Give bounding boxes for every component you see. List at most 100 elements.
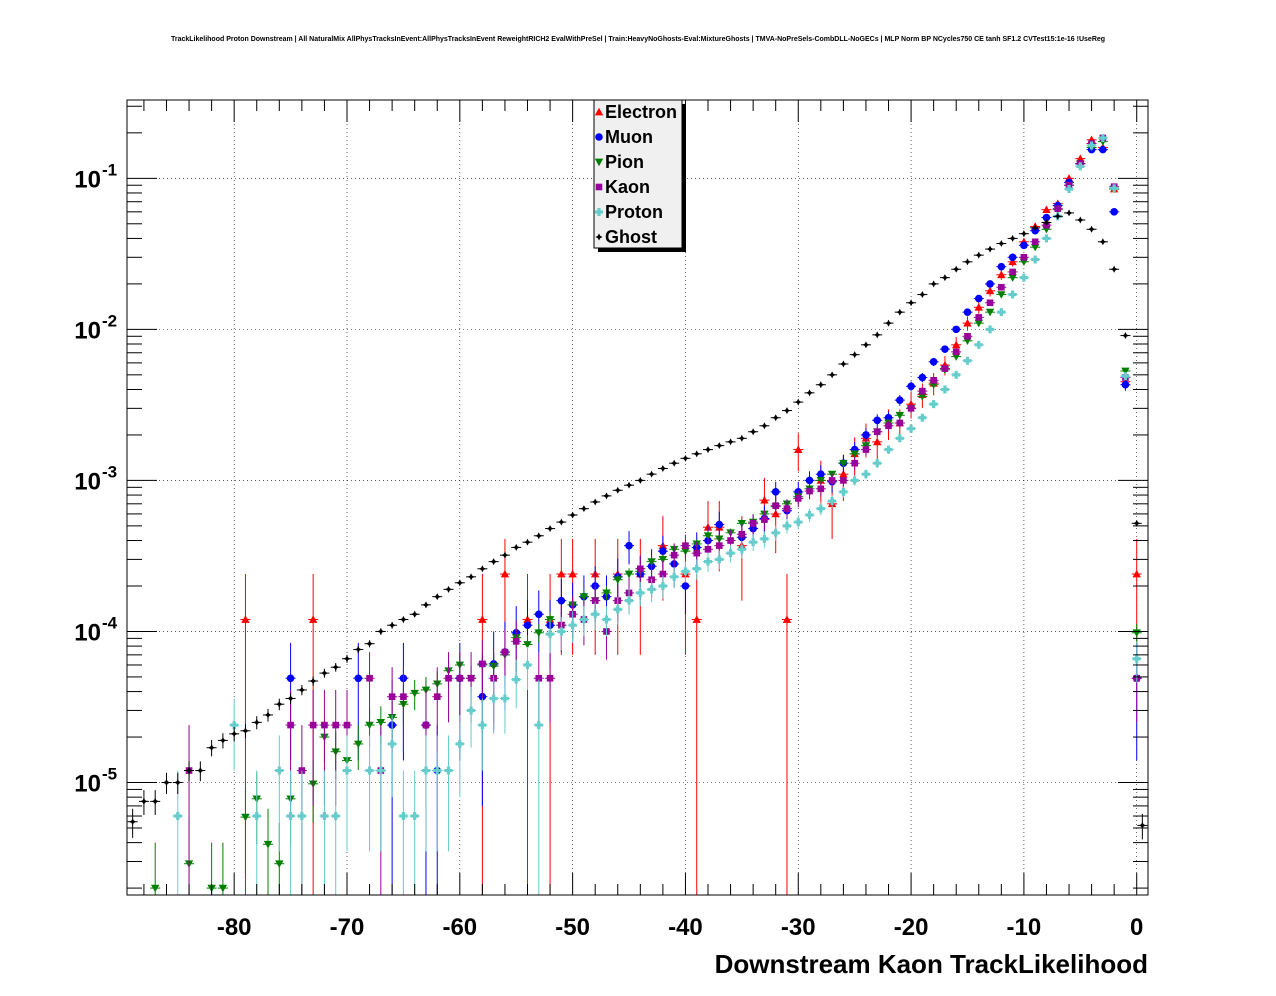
- marker-ghost: [862, 341, 870, 349]
- marker-kaon: [693, 549, 701, 557]
- marker-ghost: [681, 454, 689, 462]
- marker-kaon: [715, 542, 723, 549]
- data-point-ghost: [556, 518, 567, 526]
- data-point-proton: [319, 770, 330, 895]
- marker-proton: [1121, 372, 1130, 381]
- x-tick-label: -50: [555, 914, 590, 941]
- marker-ghost: [399, 616, 407, 624]
- data-point-proton: [387, 714, 398, 798]
- data-point-proton: [522, 646, 533, 690]
- marker-ghost: [298, 686, 306, 694]
- data-point-ghost: [1041, 218, 1052, 226]
- data-point-ghost: [353, 645, 364, 654]
- marker-ghost: [478, 565, 486, 573]
- marker-kaon: [1020, 253, 1028, 261]
- data-point-ghost: [522, 538, 533, 546]
- marker-ghost: [287, 694, 295, 702]
- marker-ghost: [456, 579, 464, 587]
- marker-ghost: [614, 486, 622, 494]
- data-point-kaon: [883, 421, 894, 431]
- data-point-ghost: [657, 464, 668, 472]
- legend-label-pion: Pion: [605, 152, 644, 172]
- marker-kaon: [862, 446, 870, 453]
- marker-pion: [658, 556, 668, 564]
- marker-ghost: [580, 505, 588, 513]
- marker-kaon: [828, 477, 836, 484]
- data-point-ghost: [680, 454, 691, 462]
- data-point-proton: [409, 770, 420, 895]
- marker-kaon: [896, 419, 904, 427]
- data-point-proton: [364, 735, 375, 852]
- marker-ghost: [952, 265, 960, 273]
- data-point-ghost: [669, 459, 680, 467]
- marker-ghost: [467, 573, 475, 581]
- marker-ghost: [196, 767, 204, 775]
- data-point-ghost: [274, 698, 285, 711]
- marker-pion: [839, 459, 848, 468]
- marker-proton: [873, 459, 882, 468]
- marker-proton: [252, 812, 261, 821]
- marker-pion: [275, 860, 284, 868]
- data-point-proton: [906, 424, 917, 433]
- data-point-proton: [545, 619, 556, 654]
- data-point-pion: [917, 393, 928, 401]
- marker-electron: [692, 615, 701, 623]
- marker-proton: [1019, 273, 1028, 282]
- marker-muon: [354, 674, 363, 683]
- marker-kaon: [287, 721, 294, 729]
- marker-muon: [952, 325, 961, 334]
- data-point-ghost: [827, 371, 838, 379]
- marker-kaon: [445, 674, 452, 682]
- data-point-proton: [1131, 641, 1142, 683]
- marker-kaon: [873, 428, 881, 436]
- data-point-pion: [533, 624, 544, 643]
- data-point-ghost: [150, 790, 161, 815]
- data-point-ghost: [714, 442, 725, 450]
- data-point-electron: [973, 301, 984, 314]
- marker-proton: [320, 812, 329, 821]
- marker-ghost: [377, 627, 385, 635]
- data-point-ghost: [138, 790, 149, 815]
- data-point-muon: [860, 428, 871, 443]
- marker-kaon: [885, 422, 892, 430]
- marker-electron: [997, 270, 1006, 279]
- marker-proton: [523, 660, 532, 669]
- marker-proton: [1008, 290, 1017, 299]
- marker-proton: [794, 518, 803, 527]
- x-tick-label: -10: [1007, 914, 1042, 941]
- marker-pion: [850, 450, 859, 459]
- data-point-pion: [838, 459, 849, 468]
- marker-ghost: [512, 543, 520, 551]
- marker-electron: [241, 615, 250, 623]
- legend-entry-kaon: Kaon: [595, 177, 650, 197]
- marker-electron: [500, 569, 510, 578]
- data-point-ghost: [646, 470, 657, 478]
- data-point-ghost: [1018, 230, 1029, 238]
- marker-proton: [884, 445, 893, 454]
- marker-muon: [1020, 241, 1028, 250]
- marker-ghost: [1042, 218, 1050, 226]
- marker-ghost: [557, 518, 565, 526]
- marker-kaon: [682, 542, 689, 549]
- marker-proton: [636, 588, 645, 597]
- data-point-kaon: [443, 652, 454, 723]
- data-point-proton: [917, 413, 928, 422]
- y-tick-label: 10 -3: [74, 462, 117, 495]
- marker-ghost: [433, 593, 441, 601]
- legend-marker-electron: [594, 107, 604, 116]
- data-point-ghost: [184, 761, 195, 782]
- data-point-pion: [353, 725, 364, 771]
- data-point-muon: [951, 325, 962, 334]
- marker-pion: [974, 319, 983, 328]
- marker-ghost: [275, 700, 283, 708]
- marker-pion: [579, 593, 589, 601]
- marker-ghost: [885, 319, 893, 327]
- data-point-kaon: [1007, 268, 1018, 276]
- data-point-electron: [793, 433, 804, 472]
- marker-kaon: [366, 674, 373, 682]
- marker-ghost: [1133, 519, 1141, 527]
- data-point-ghost: [962, 258, 973, 266]
- data-point-muon: [894, 394, 905, 406]
- x-tick-label: -30: [781, 914, 816, 941]
- marker-ghost: [366, 640, 374, 648]
